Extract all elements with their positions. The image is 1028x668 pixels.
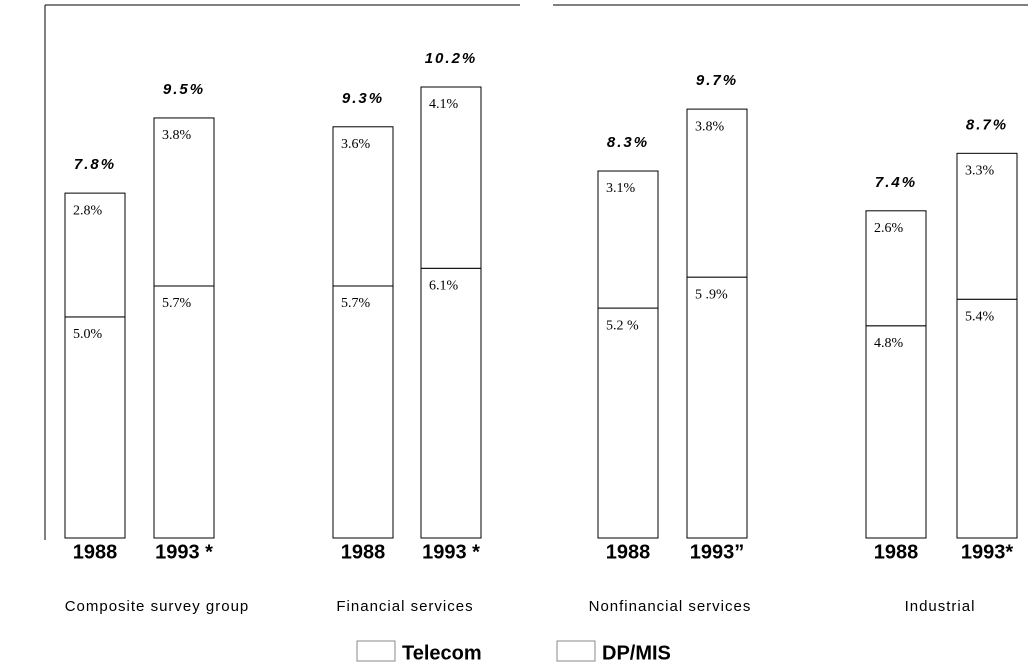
bar-segment xyxy=(865,325,927,539)
segment-label: 5.4% xyxy=(965,309,995,324)
segment-label: 5.0% xyxy=(73,327,103,342)
total-label: 9.5% xyxy=(163,81,205,98)
legend-label: DP/MIS xyxy=(602,642,671,664)
group-label: Nonfinancial services xyxy=(589,598,752,615)
bar-segment xyxy=(64,192,126,318)
x-tick-label: 1993 * xyxy=(422,541,480,563)
x-tick-label: 1988 xyxy=(73,541,118,563)
bar-segment xyxy=(865,210,927,327)
total-label: 8.3% xyxy=(607,134,649,151)
bar-segment xyxy=(332,126,394,287)
bar-segment xyxy=(420,267,482,539)
segment-label: 3.8% xyxy=(162,128,192,143)
bar-segment xyxy=(956,298,1018,539)
group-label: Industrial xyxy=(905,598,976,615)
x-tick-label: 1993 * xyxy=(155,541,213,563)
group-label: Financial services xyxy=(336,598,473,615)
segment-label: 6.1% xyxy=(429,279,459,294)
total-label: 9.3% xyxy=(342,90,384,107)
x-tick-label: 1988 xyxy=(874,541,919,563)
total-label: 7.8% xyxy=(74,156,116,173)
bar-segment xyxy=(153,285,215,539)
bar-segment xyxy=(64,316,126,539)
segment-label: 2.6% xyxy=(874,221,904,236)
bar-segment xyxy=(420,86,482,269)
segment-label: 4.1% xyxy=(429,97,459,112)
x-tick-label: 1988 xyxy=(341,541,386,563)
group-label: Composite survey group xyxy=(65,598,250,615)
total-label: 8.7% xyxy=(966,116,1008,133)
segment-label: 5 .9% xyxy=(695,287,728,302)
segment-label: 3.8% xyxy=(695,119,725,134)
legend-label: Telecom xyxy=(402,642,482,664)
bar-segment xyxy=(597,170,659,309)
legend-swatch xyxy=(356,640,396,662)
segment-label: 5.7% xyxy=(162,296,192,311)
bar-segment xyxy=(332,285,394,539)
segment-label: 5.7% xyxy=(341,296,371,311)
bar-segment xyxy=(153,117,215,287)
segment-label: 3.3% xyxy=(965,164,995,179)
bar-segment xyxy=(686,276,748,539)
bar-segment xyxy=(686,108,748,278)
segment-label: 3.1% xyxy=(606,181,636,196)
segment-label: 5.2 % xyxy=(606,318,639,333)
x-tick-label: 1993” xyxy=(690,541,745,563)
bar-segment xyxy=(956,152,1018,300)
segment-label: 2.8% xyxy=(73,203,103,218)
segment-label: 3.6% xyxy=(341,137,371,152)
total-label: 7.4% xyxy=(875,174,917,191)
total-label: 10.2% xyxy=(425,50,478,67)
x-tick-label: 1988 xyxy=(606,541,651,563)
legend-swatch xyxy=(556,640,596,662)
bar-segment xyxy=(597,307,659,539)
total-label: 9.7% xyxy=(696,72,738,89)
x-tick-label: 1993* xyxy=(961,541,1013,563)
segment-label: 4.8% xyxy=(874,336,904,351)
